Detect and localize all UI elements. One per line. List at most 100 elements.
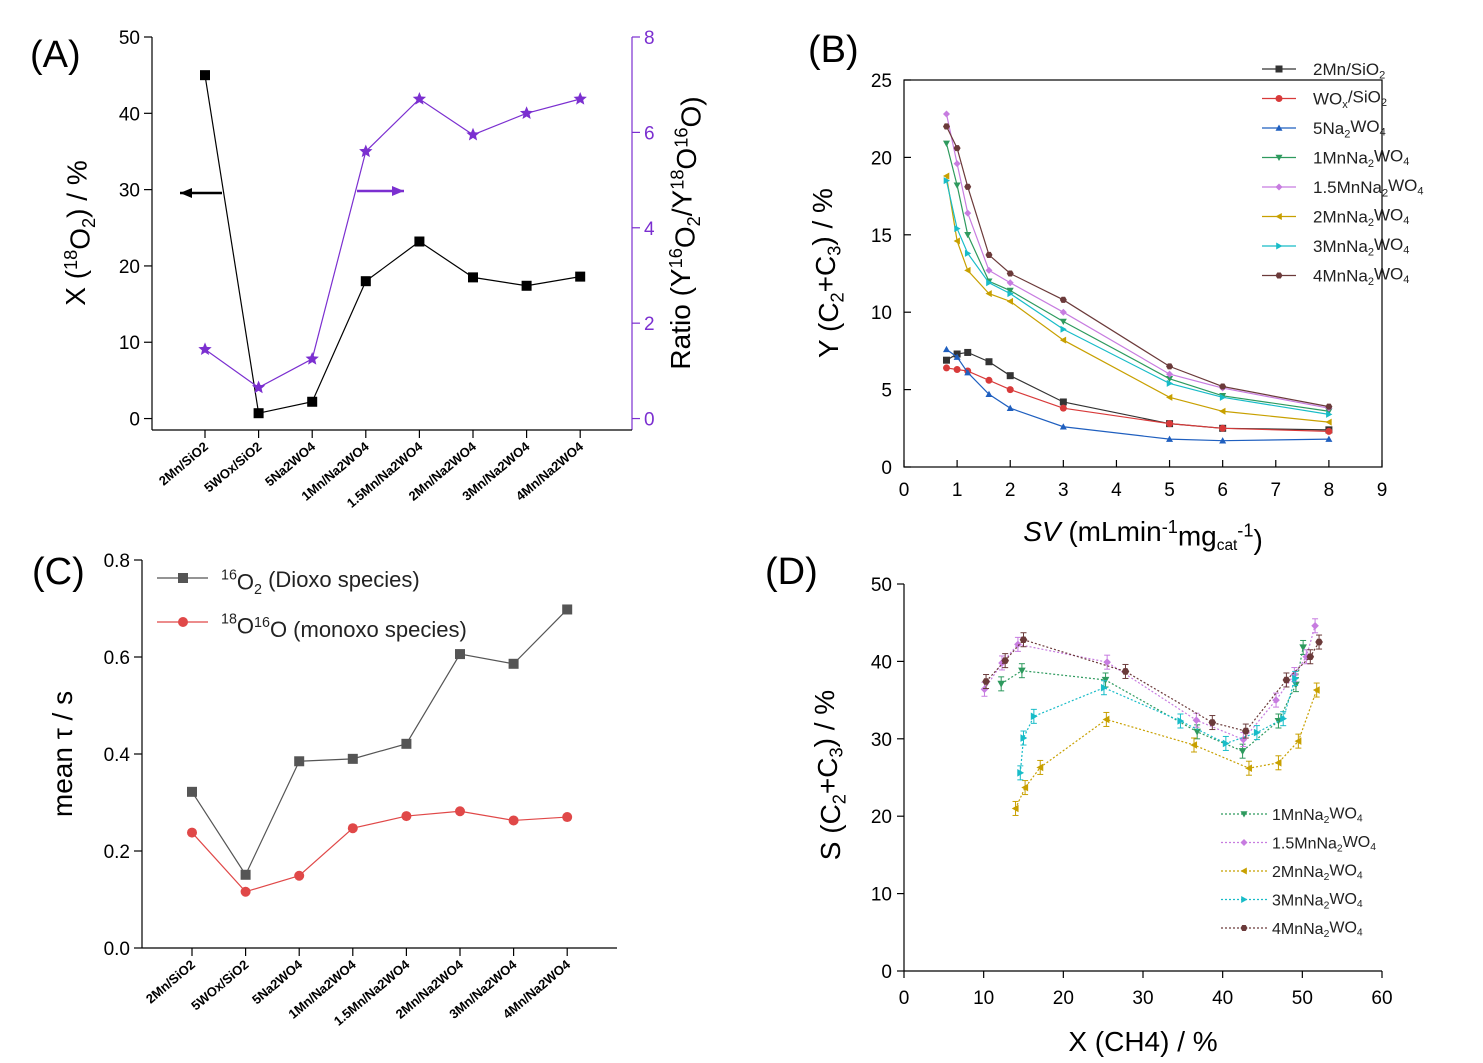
legend-label-d: 1MnNa2WO4 xyxy=(1272,805,1363,826)
series-line-d-0 xyxy=(1000,647,1304,752)
y-axis-title-d-part: 3 xyxy=(827,747,847,757)
data-point-b xyxy=(1219,424,1227,432)
legend-label-d: 4MnNa2WO4 xyxy=(1272,919,1363,940)
legend-label-b: 1.5MnNa2WO4 xyxy=(1313,176,1424,199)
data-point-c xyxy=(240,886,251,897)
legend-label-d-part: 2 xyxy=(1324,929,1330,940)
data-point-b xyxy=(985,251,993,258)
x-axis-title-b-part: SV xyxy=(1023,516,1063,547)
data-point-d xyxy=(1292,674,1299,683)
legend-label-b-part: 2 xyxy=(1368,276,1374,288)
data-point-a xyxy=(253,408,264,419)
legend-label-d-part: WO xyxy=(1329,891,1357,908)
data-point-b xyxy=(1006,386,1014,394)
series-line-b-2 xyxy=(946,348,1329,442)
data-point-b xyxy=(1326,410,1333,418)
legend-label-b-part: 2 xyxy=(1368,217,1374,229)
y-axis-title-a-part: ) / % xyxy=(61,160,92,218)
data-point-d xyxy=(1274,758,1282,767)
y-tick-label-c: 0.8 xyxy=(104,551,130,572)
data-point-b xyxy=(1007,290,1014,298)
legend-label-d-part: 2 xyxy=(1337,844,1343,855)
legend-label-d-part: WO xyxy=(1343,834,1371,851)
y-axis-title-d-part: ) / % xyxy=(809,690,840,748)
x-tick-label-b: 6 xyxy=(1217,480,1228,501)
legend-label-d-part: WO xyxy=(1329,862,1357,879)
data-point-c xyxy=(294,756,305,767)
data-point-b xyxy=(964,348,972,356)
legend-label-b-part: 2 xyxy=(1382,187,1388,199)
legend-label-b: 5Na2WO4 xyxy=(1313,117,1386,140)
data-point-b xyxy=(1006,404,1014,411)
data-point-d xyxy=(1177,717,1185,725)
legend-label-b-part: 4MnNa xyxy=(1313,267,1368,286)
legend-label-c: 18O16O (monoxo species) xyxy=(221,612,467,642)
data-point-c xyxy=(401,811,412,822)
legend-label-b-part: 1.5MnNa xyxy=(1313,178,1383,197)
legend-marker-b xyxy=(1275,65,1283,73)
legend-label-b-part: /SiO xyxy=(1348,88,1381,107)
data-point-d xyxy=(1241,727,1250,735)
data-point-b xyxy=(1059,423,1067,430)
data-point-d xyxy=(1294,737,1302,745)
legend-label-d-part: 2MnNa xyxy=(1272,864,1324,881)
x-tick-label-d: 30 xyxy=(1132,988,1153,1009)
data-point-b xyxy=(1166,370,1174,378)
data-point-d xyxy=(1014,640,1022,649)
data-point-b xyxy=(953,160,961,168)
legend-label-b-part: 2 xyxy=(1379,69,1385,81)
y-tick-label-d: 10 xyxy=(871,885,892,906)
data-point-d xyxy=(1315,638,1323,646)
x-tick-label-b: 3 xyxy=(1058,480,1069,501)
series-line-b-1 xyxy=(946,367,1329,432)
data-point-b xyxy=(1060,325,1067,333)
legend-label-b-part: 4 xyxy=(1403,245,1409,257)
data-point-b xyxy=(1219,393,1227,401)
x-tick-label-d: 20 xyxy=(1053,988,1074,1009)
y2-axis-title-a-part: O) xyxy=(675,96,706,127)
legend-label-d-part: 4 xyxy=(1357,870,1363,881)
legend-label-d-part: 2 xyxy=(1324,872,1330,883)
series-line-d-1 xyxy=(983,625,1316,741)
legend-marker-b xyxy=(1276,242,1283,250)
series-line-b-4 xyxy=(945,113,1330,409)
data-point-b xyxy=(1325,418,1332,426)
data-point-a xyxy=(307,396,318,407)
y-tick-label-a: 40 xyxy=(119,104,140,125)
data-point-d xyxy=(980,685,989,694)
data-point-a xyxy=(519,106,534,119)
y-tick-label-a: 30 xyxy=(119,181,140,202)
x-axis-title-b-part: ) xyxy=(1253,524,1262,555)
data-point-b xyxy=(985,266,993,274)
legend-marker-c xyxy=(178,573,188,583)
data-point-d xyxy=(982,678,990,685)
data-point-b xyxy=(985,390,993,398)
x-axis-title-b: SV (mLmin-1mgcat-1) xyxy=(1023,516,1263,555)
y2-axis-title-a-part: O xyxy=(671,148,702,170)
data-point-b xyxy=(1059,308,1067,316)
data-point-d xyxy=(1019,636,1028,644)
panel-a: (A)01020304050024682Mn/SiO25WOx/SiO25Na2… xyxy=(30,28,706,511)
series-line-b-0 xyxy=(946,351,1329,431)
data-point-d xyxy=(1100,683,1108,692)
data-point-b xyxy=(942,364,950,372)
data-point-b xyxy=(985,290,992,298)
data-point-c xyxy=(294,870,305,881)
data-point-d xyxy=(1312,686,1320,694)
series-line-d-4 xyxy=(985,639,1320,732)
legend-label-d-part: 1.5MnNa xyxy=(1272,836,1337,853)
y-axis-title-c: mean τ / s xyxy=(47,691,78,817)
x-axis-title-b-part: cat xyxy=(1217,537,1238,554)
series-line-b-6 xyxy=(945,180,1329,415)
legend-label-b-part: 5Na xyxy=(1313,119,1345,138)
data-point-b xyxy=(1219,407,1226,415)
data-point-b xyxy=(985,358,993,366)
data-point-b xyxy=(1059,336,1067,344)
legend-label-b-part: WO xyxy=(1350,117,1379,136)
y2-axis-title-a-part: 18 xyxy=(667,170,687,190)
y-tick-label-c: 0.6 xyxy=(104,648,130,669)
legend-marker-d xyxy=(1240,811,1248,818)
legend-marker-c xyxy=(178,617,188,627)
legend-label-d-part: 4 xyxy=(1370,842,1376,853)
y-axis-title-d-part: S (C xyxy=(815,804,846,860)
